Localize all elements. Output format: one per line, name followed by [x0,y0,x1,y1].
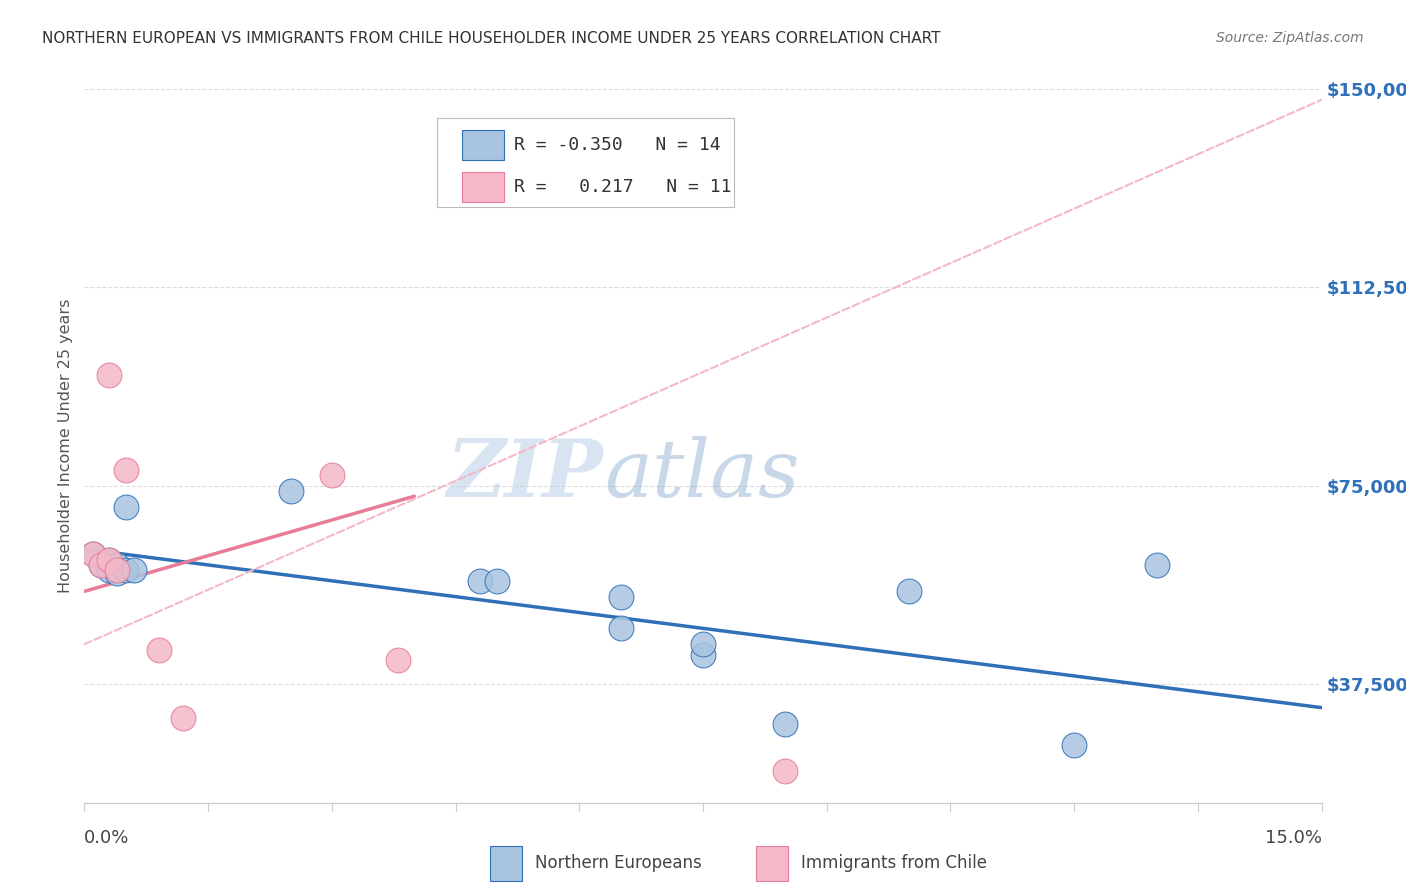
Point [609,621,631,635]
Text: 0.0%: 0.0% [84,830,129,847]
Point [82,547,104,561]
Point [692,637,714,651]
FancyBboxPatch shape [491,846,523,881]
FancyBboxPatch shape [461,172,503,202]
Point [90,558,112,572]
Point [105,558,128,572]
Text: R =   0.217   N = 11: R = 0.217 N = 11 [513,178,731,196]
Point [387,653,409,667]
Text: 15.0%: 15.0% [1264,830,1322,847]
Text: atlas: atlas [605,436,800,513]
Text: Immigrants from Chile: Immigrants from Chile [801,855,987,872]
Text: Northern Europeans: Northern Europeans [534,855,702,872]
Point [82,547,104,561]
Text: ZIP: ZIP [447,436,605,513]
Point [172,711,194,725]
Point [898,584,921,599]
Point [148,642,170,657]
Point [692,648,714,662]
FancyBboxPatch shape [756,846,789,881]
Point [114,563,136,577]
Point [321,468,343,483]
Point [775,764,797,778]
Point [1146,558,1168,572]
Point [98,368,121,382]
Point [105,566,128,580]
Point [98,552,121,566]
Point [114,463,136,477]
Y-axis label: Householder Income Under 25 years: Householder Income Under 25 years [58,299,73,593]
Point [98,563,121,577]
Point [105,563,128,577]
Text: Source: ZipAtlas.com: Source: ZipAtlas.com [1216,31,1364,45]
Point [90,558,112,572]
Point [1063,738,1085,752]
Point [98,552,121,566]
FancyBboxPatch shape [437,118,734,207]
Point [485,574,508,588]
Point [122,563,145,577]
Point [775,716,797,731]
Point [280,483,302,498]
FancyBboxPatch shape [461,130,503,160]
Text: R = -0.350   N = 14: R = -0.350 N = 14 [513,136,720,153]
Text: NORTHERN EUROPEAN VS IMMIGRANTS FROM CHILE HOUSEHOLDER INCOME UNDER 25 YEARS COR: NORTHERN EUROPEAN VS IMMIGRANTS FROM CHI… [42,31,941,46]
Point [609,590,631,604]
Point [470,574,492,588]
Point [114,500,136,514]
